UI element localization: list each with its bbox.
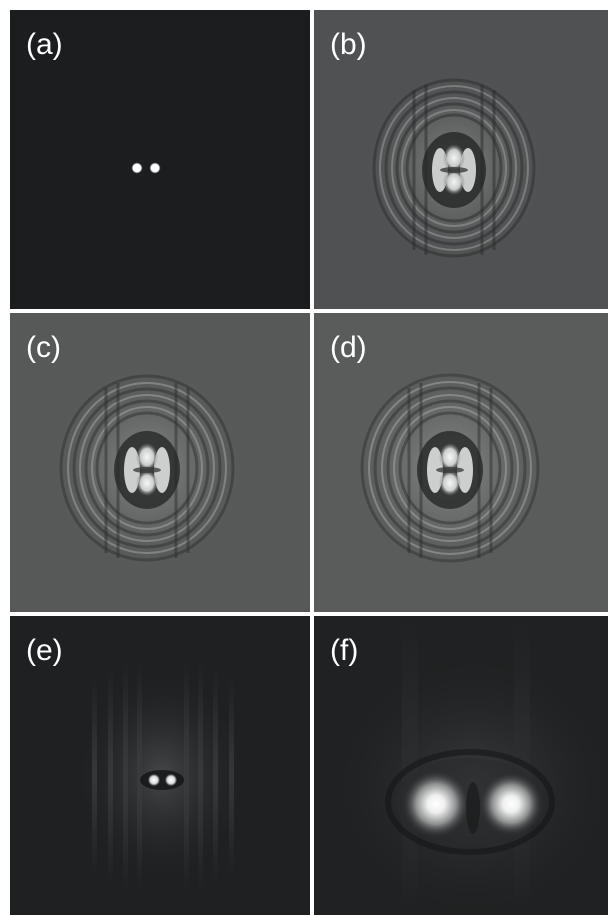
panel-f-label: (f)	[330, 634, 359, 667]
reconstructed-point-right	[479, 772, 543, 836]
panel-a: (a)	[10, 10, 310, 309]
fringe-core-top	[136, 443, 158, 471]
fringe-core-top	[443, 144, 465, 172]
reconstructed-point-left	[402, 770, 470, 838]
fringe-rings	[360, 373, 540, 563]
panel-f-image	[324, 616, 608, 915]
panel-c-image	[47, 363, 247, 573]
panel-e: (e)	[10, 616, 310, 915]
panel-a-image	[131, 162, 161, 174]
point-source-left	[131, 162, 143, 174]
vertical-fringes	[92, 661, 234, 891]
panel-b-image	[359, 68, 549, 268]
panel-f: (f)	[314, 616, 608, 915]
panel-e-label: (e)	[26, 634, 63, 667]
dark-ring	[385, 749, 555, 855]
reconstructed-point-left	[148, 774, 160, 786]
point-source-right	[149, 162, 161, 174]
panel-b: (b)	[314, 10, 608, 309]
panel-c-label: (c)	[26, 331, 61, 364]
panel-d-image	[348, 362, 552, 574]
fringe-core-bottom	[136, 470, 158, 496]
panel-b-label: (b)	[330, 28, 367, 61]
fringe-core-bottom	[439, 470, 461, 496]
fringe-core-bottom	[443, 169, 465, 195]
reconstructed-point-right	[165, 774, 177, 786]
fringe-rings	[59, 374, 235, 562]
panel-e-image	[72, 661, 252, 891]
panel-d: (d)	[314, 313, 608, 612]
panel-a-label: (a)	[26, 28, 63, 61]
fringe-rings	[372, 78, 536, 258]
figure-grid: (a)	[10, 10, 608, 915]
panel-c: (c)	[10, 313, 310, 612]
fringe-core-top	[439, 443, 461, 471]
panel-d-label: (d)	[330, 331, 367, 364]
